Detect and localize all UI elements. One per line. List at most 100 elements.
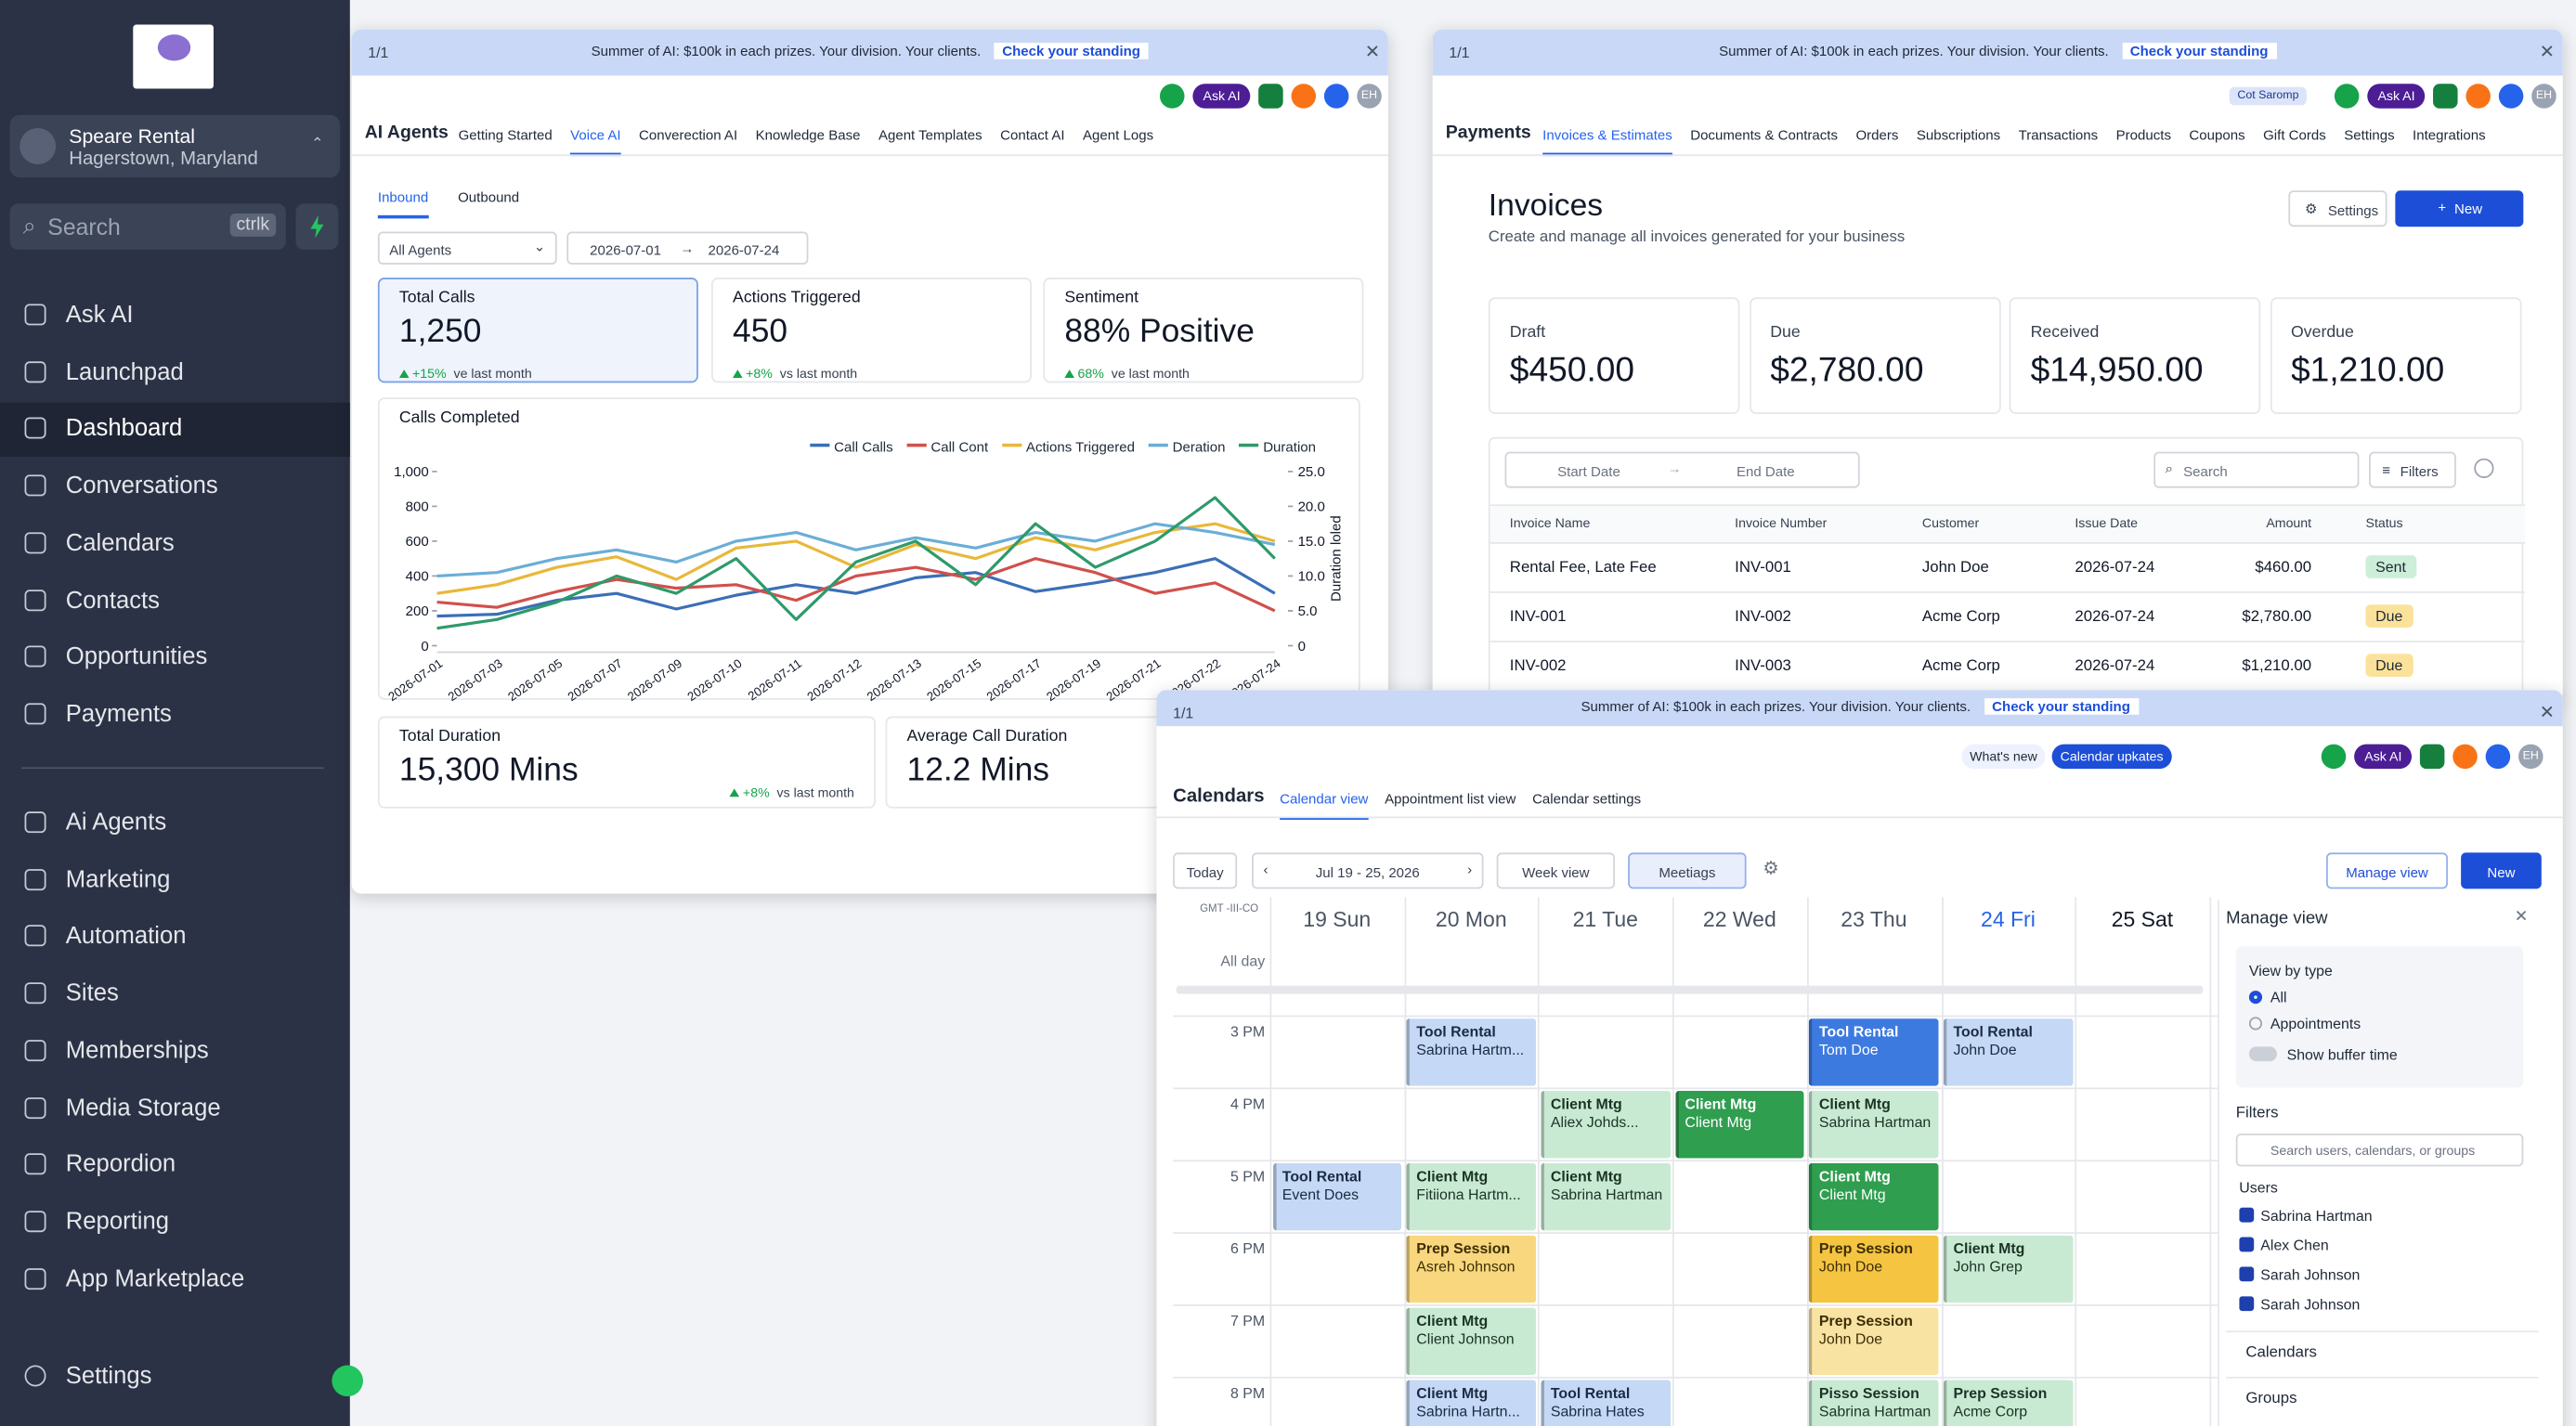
event[interactable]: Tool Rental Sabrina Hartm...	[1406, 1018, 1536, 1085]
search[interactable]: ⌕ Search	[2153, 451, 2360, 488]
filters-button[interactable]: ≡ Filters	[2369, 451, 2456, 488]
nav-item[interactable]: Reporting	[0, 1196, 350, 1250]
event[interactable]: Client Mtg Client Johnson	[1406, 1306, 1536, 1375]
tab[interactable]: Documents & Contracts	[1690, 126, 1839, 143]
nav-item[interactable]: Ask AI	[0, 289, 350, 343]
user-checkbox[interactable]: Sarah Johnson	[2239, 1296, 2360, 1313]
tab[interactable]: Converection AI	[638, 126, 738, 143]
phone-button[interactable]	[1160, 84, 1186, 109]
tab[interactable]: Invoices & Estimates	[1542, 126, 1672, 157]
banner-button[interactable]: Check your standing	[2121, 43, 2277, 59]
event[interactable]: Client Mtg Sabrina Hartman	[1809, 1090, 1939, 1158]
avatar[interactable]: EH	[2518, 744, 2543, 770]
tab[interactable]: Transactions	[2018, 126, 2099, 143]
table-row[interactable]: INV-001 INV-002 Acme Corp 2026-07-24 $2,780.…	[1490, 591, 2526, 642]
nav-item[interactable]: Calendars	[0, 517, 350, 571]
tab[interactable]: Knowledge Base	[755, 126, 861, 143]
calendar-filter[interactable]: Meetiags	[1628, 852, 1747, 889]
date-range[interactable]: Start Date → End Date	[1504, 451, 1860, 488]
avatar[interactable]: EH	[2531, 84, 2556, 109]
user-checkbox[interactable]: Sarah Johnson	[2239, 1266, 2360, 1283]
tab[interactable]: Integrations	[2413, 126, 2486, 143]
tab[interactable]: Inbound	[377, 189, 429, 219]
event[interactable]: Tool Rental Sabrina Hates	[1541, 1379, 1671, 1426]
event[interactable]: Prep Session Asreh Johnson	[1406, 1234, 1536, 1303]
tab[interactable]: Agent Logs	[1083, 126, 1154, 143]
banner-close[interactable]: ✕	[2539, 43, 2555, 63]
event[interactable]: Prep Session John Doe	[1809, 1234, 1939, 1303]
tab[interactable]: Gift Cords	[2263, 126, 2326, 143]
nav-item[interactable]: Memberships	[0, 1025, 350, 1079]
event[interactable]: Client Mtg Aliex Johds...	[1541, 1090, 1671, 1158]
announce-button[interactable]	[2433, 84, 2458, 109]
notifications-button[interactable]	[2465, 84, 2491, 109]
nav-settings[interactable]: Settings	[0, 1351, 350, 1405]
new-button[interactable]: + New	[2395, 190, 2524, 227]
settings-button[interactable]: ⚙ Settings	[2288, 190, 2387, 227]
ask-ai-button[interactable]: Ask AI	[2354, 744, 2413, 770]
radio-option[interactable]: Appointments	[2248, 1016, 2361, 1031]
ask-ai-button[interactable]: Ask AI	[2367, 84, 2426, 109]
event[interactable]: Client Mtg John Grep	[1943, 1234, 2074, 1303]
nav-item[interactable]: Payments	[0, 688, 350, 742]
collapse-button[interactable]	[332, 1365, 363, 1397]
nav-item[interactable]: Media Storage	[0, 1082, 350, 1135]
help-button[interactable]	[2498, 84, 2524, 109]
phone-button[interactable]	[2335, 84, 2360, 109]
tab[interactable]: Getting Started	[458, 126, 553, 143]
event[interactable]: Tool Rental Tom Doe	[1809, 1018, 1939, 1085]
event[interactable]: Tool Rental Event Does	[1272, 1161, 1402, 1230]
tab[interactable]: Contact AI	[1000, 126, 1065, 143]
tab[interactable]: Calendar settings	[1532, 790, 1642, 807]
table-row[interactable]: INV-002 INV-003 Acme Corp 2026-07-24 $1,210.…	[1490, 641, 2526, 693]
help-button[interactable]	[2485, 744, 2511, 770]
user-checkbox[interactable]: Alex Chen	[2239, 1237, 2329, 1253]
ask-ai-button[interactable]: Ask AI	[1192, 84, 1251, 109]
event[interactable]: Prep Session John Doe	[1809, 1306, 1939, 1375]
groups-section[interactable]: Groups	[2245, 1390, 2297, 1408]
table-row[interactable]: Rental Fee, Late Fee INV-001 John Doe 2026-…	[1490, 542, 2526, 593]
nav-item[interactable]: Marketing	[0, 854, 350, 908]
panel-close[interactable]: ✕	[2514, 908, 2529, 927]
search[interactable]: ⌕ Search ctrlk	[9, 203, 286, 250]
event[interactable]: Prep Session Acme Corp	[1943, 1379, 2074, 1426]
radio-option[interactable]: All	[2248, 989, 2287, 1005]
notifications-button[interactable]	[2452, 744, 2478, 770]
tab[interactable]: Calendar view	[1280, 790, 1369, 821]
tab[interactable]: Appointment list view	[1385, 790, 1516, 807]
notifications-button[interactable]	[1291, 84, 1317, 109]
event[interactable]: Client Mtg Client Mtg	[1674, 1090, 1804, 1158]
agent-select[interactable]: All Agents ⌄	[377, 231, 557, 265]
today-button[interactable]: Today	[1173, 852, 1238, 889]
event[interactable]: Pisso Session Sabrina Hartman	[1809, 1379, 1939, 1426]
event[interactable]: Client Mtg Sabrina Hartman	[1541, 1161, 1671, 1230]
banner-close[interactable]: ✕	[2539, 703, 2555, 723]
tab[interactable]: Coupons	[2189, 126, 2245, 143]
tab[interactable]: Outbound	[458, 188, 520, 206]
event[interactable]: Tool Rental John Doe	[1943, 1018, 2074, 1085]
event[interactable]: Client Mtg Sabrina Hartn...	[1406, 1379, 1536, 1426]
tab[interactable]: Settings	[2344, 126, 2395, 143]
quick-action[interactable]	[295, 203, 339, 250]
announce-button[interactable]	[1258, 84, 1283, 109]
nav-item[interactable]: Repordion	[0, 1139, 350, 1193]
avatar[interactable]: EH	[1357, 84, 1382, 109]
date-range[interactable]: Jul 19 - 25, 2026 ‹ ›	[1252, 852, 1484, 889]
nav-item[interactable]: Opportunities	[0, 631, 350, 685]
announce-button[interactable]	[2419, 744, 2445, 770]
tab[interactable]: Orders	[1855, 126, 1899, 143]
nav-item[interactable]: Sites	[0, 967, 350, 1021]
nav-item[interactable]: Launchpad	[0, 346, 350, 400]
tab[interactable]: Products	[2115, 126, 2171, 143]
account-switcher[interactable]: Speare Rental Hagerstown, Maryland ⌃	[9, 114, 341, 178]
updates-chip[interactable]: Calendar upkates	[2051, 744, 2172, 770]
nav-item[interactable]: Dashboard	[0, 403, 350, 458]
filter-search[interactable]: Search users, calendars, or groups	[2235, 1134, 2524, 1167]
event[interactable]: Client Mtg Fitiiona Hartm...	[1406, 1161, 1536, 1230]
event[interactable]: Client Mtg Client Mtg	[1809, 1161, 1939, 1230]
help-button[interactable]	[1323, 84, 1349, 109]
nav-item[interactable]: Automation	[0, 911, 350, 965]
buffer-toggle[interactable]: Show buffer time	[2248, 1046, 2398, 1063]
tab[interactable]: Subscriptions	[1916, 126, 2001, 143]
banner-button[interactable]: Check your standing	[1984, 698, 2139, 715]
